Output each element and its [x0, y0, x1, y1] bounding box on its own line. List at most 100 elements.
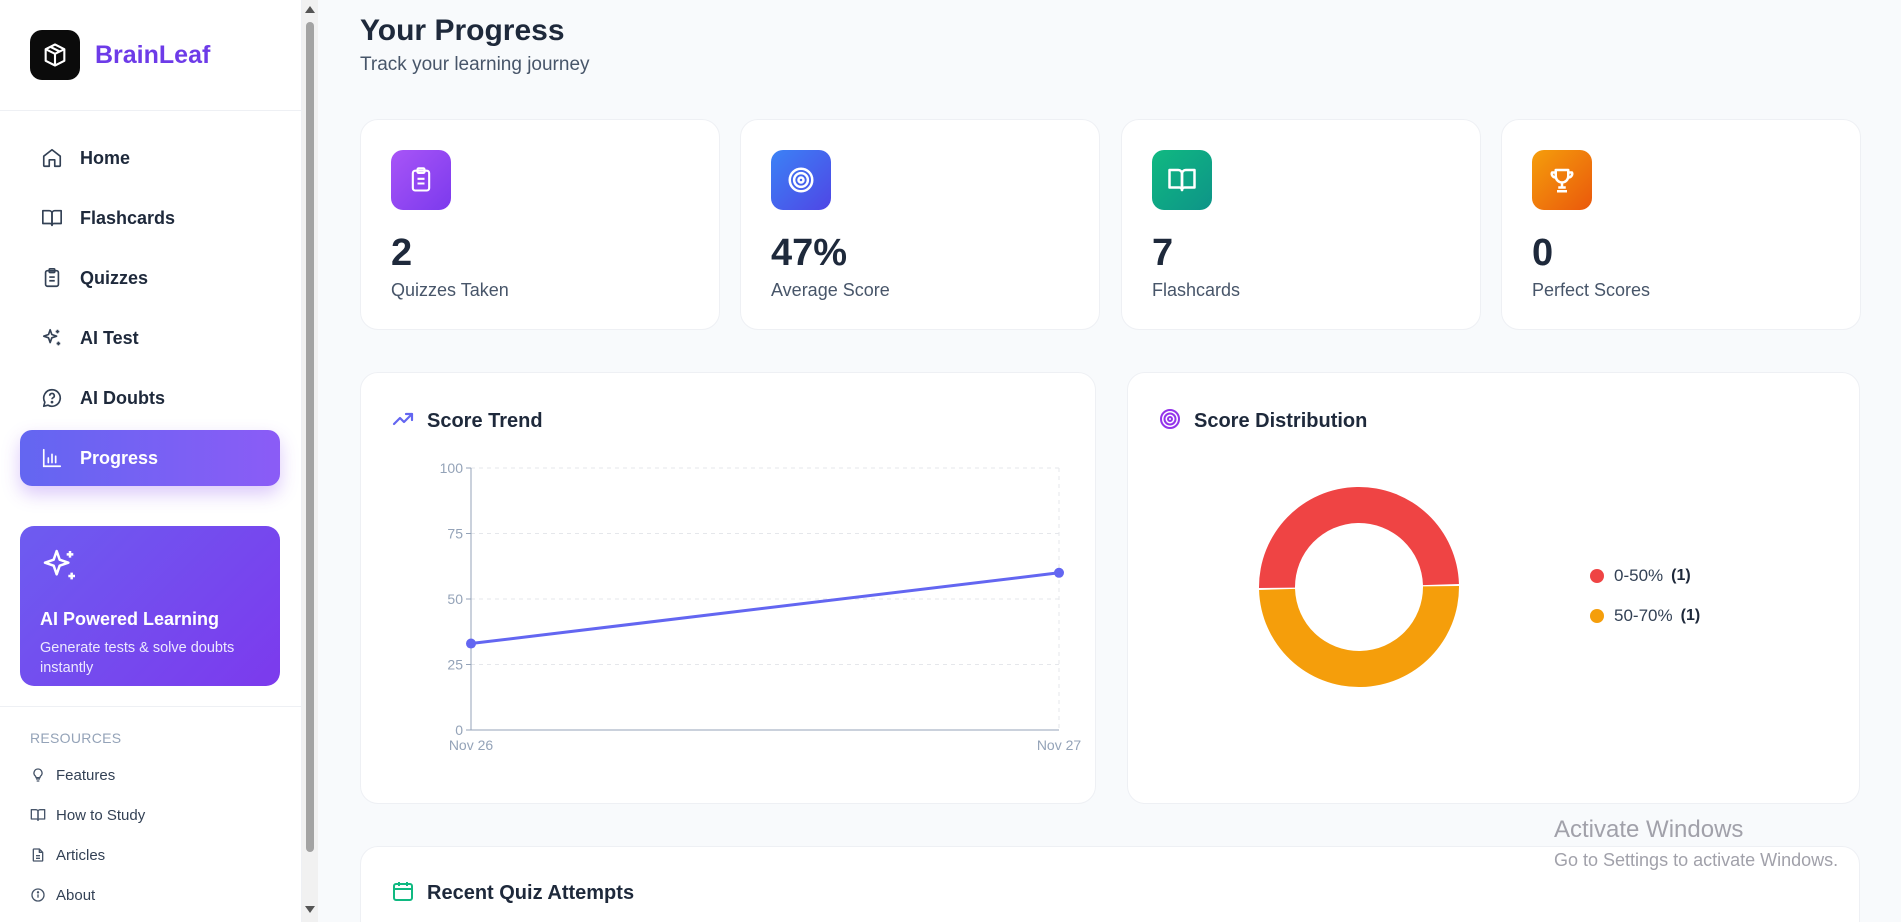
watermark-title: Activate Windows	[1554, 816, 1744, 843]
nav-item-label: Flashcards	[80, 207, 176, 228]
x-tick-label: Nov 26	[449, 737, 494, 753]
sidebar-scrollbar[interactable]	[302, 0, 318, 922]
legend-item[interactable]: 0-50% (1)	[1590, 556, 1700, 596]
target-icon	[1158, 407, 1182, 436]
score-distribution-chart	[1259, 487, 1459, 687]
calendar-icon	[391, 879, 415, 908]
nav-item-label: AI Test	[80, 327, 139, 348]
stat-label: Average Score	[771, 280, 890, 300]
y-tick-label: 75	[447, 526, 463, 542]
resource-link-articles[interactable]: Articles	[30, 835, 145, 875]
brand[interactable]: BrainLeaf	[30, 30, 210, 80]
stat-value: 47%	[771, 232, 848, 274]
stat-label: Quizzes Taken	[391, 280, 509, 300]
page-title: Your Progress	[360, 14, 565, 47]
lightbulb-icon	[30, 767, 46, 783]
stat-card-flashcards: 7 Flashcards	[1121, 119, 1481, 330]
document-icon	[30, 847, 46, 863]
target-icon	[771, 150, 831, 210]
series-line	[470, 571, 1060, 646]
stat-card-perfect-scores: 0 Perfect Scores	[1501, 119, 1861, 330]
watermark-subtitle: Go to Settings to activate Windows.	[1554, 850, 1839, 870]
windows-activation-watermark: Activate Windows Go to Settings to activ…	[1554, 816, 1838, 871]
score-trend-panel: Score Trend 0 25 50 75 100 Nov 26 Nov 27	[360, 372, 1096, 804]
page-subtitle: Track your learning journey	[360, 54, 590, 75]
stat-card-average-score: 47% Average Score	[740, 119, 1100, 330]
recent-attempts-panel: Recent Quiz Attempts	[360, 846, 1860, 922]
book-open-icon	[1152, 150, 1212, 210]
clipboard-icon	[391, 150, 451, 210]
nav-item-ai-test[interactable]: AI Test	[20, 310, 280, 366]
brand-name: BrainLeaf	[95, 40, 211, 69]
nav-item-label: Home	[80, 147, 131, 168]
main-nav: Home Flashcards Quizzes AI Test AI Doubt…	[20, 130, 280, 490]
nav-item-quizzes[interactable]: Quizzes	[20, 250, 280, 306]
stat-value: 0	[1532, 232, 1554, 274]
stat-value: 7	[1152, 232, 1174, 274]
divider	[0, 110, 302, 111]
score-distribution-panel: Score Distribution	[1127, 372, 1860, 804]
legend-item[interactable]: 50-70% (1)	[1590, 596, 1700, 636]
y-tick-label: 100	[440, 460, 464, 476]
legend-label: 0-50%	[1614, 566, 1664, 585]
stat-label: Perfect Scores	[1532, 280, 1651, 300]
resource-label: Articles	[56, 846, 106, 864]
bar-chart-icon	[40, 446, 64, 470]
data-point	[1054, 567, 1064, 578]
donut-slice	[1259, 586, 1459, 687]
nav-item-label: Progress	[80, 447, 159, 468]
panel-title: Score Trend	[427, 410, 543, 432]
y-tick-label: 0	[455, 722, 463, 738]
panel-title: Score Distribution	[1194, 410, 1368, 432]
stat-label: Flashcards	[1152, 280, 1241, 300]
legend-swatch	[1590, 609, 1604, 623]
legend-swatch	[1590, 569, 1604, 583]
resource-link-features[interactable]: Features	[30, 755, 145, 795]
home-icon	[40, 146, 64, 170]
nav-item-home[interactable]: Home	[20, 130, 280, 186]
stat-value: 2	[391, 232, 413, 274]
legend-label: 50-70%	[1614, 606, 1673, 625]
nav-item-progress[interactable]: Progress	[20, 430, 280, 486]
chart-legend: 0-50% (1) 50-70% (1)	[1590, 556, 1700, 636]
nav-item-flashcards[interactable]: Flashcards	[20, 190, 280, 246]
book-icon	[40, 206, 64, 230]
divider	[0, 706, 302, 707]
nav-item-label: AI Doubts	[80, 387, 165, 408]
resource-link-how-to-study[interactable]: How to Study	[30, 795, 145, 835]
resource-label: Features	[56, 766, 116, 784]
y-tick-label: 25	[447, 657, 463, 673]
score-trend-chart: 0 25 50 75 100 Nov 26 Nov 27	[440, 460, 1082, 753]
ai-promo-card[interactable]: AI Powered Learning Generate tests & sol…	[20, 526, 280, 686]
sparkles-icon	[40, 326, 64, 350]
promo-title: AI Powered Learning	[40, 609, 220, 629]
scroll-up-arrow-icon[interactable]	[305, 6, 315, 13]
sparkles-icon	[40, 549, 80, 590]
panel-header: Score Trend	[391, 407, 543, 436]
resource-label: How to Study	[56, 806, 146, 824]
trophy-icon	[1532, 150, 1592, 210]
data-point	[466, 638, 476, 649]
scroll-thumb[interactable]	[306, 22, 314, 852]
donut-slice	[1259, 487, 1459, 588]
legend-count: (1)	[1680, 607, 1701, 624]
y-tick-label: 50	[447, 591, 463, 607]
book-icon	[30, 807, 46, 823]
sidebar: BrainLeaf Home Flashcards Quizzes AI Tes…	[0, 0, 302, 922]
resource-link-about[interactable]: About	[30, 875, 145, 915]
scroll-down-arrow-icon[interactable]	[305, 906, 315, 913]
resources-list: Features How to Study Articles About	[30, 755, 145, 915]
stat-card-quizzes-taken: 2 Quizzes Taken	[360, 119, 720, 330]
nav-item-label: Quizzes	[80, 267, 149, 288]
chat-help-icon	[40, 386, 64, 410]
resources-heading: RESOURCES	[30, 730, 122, 746]
panel-title: Recent Quiz Attempts	[427, 882, 635, 904]
nav-item-ai-doubts[interactable]: AI Doubts	[20, 370, 280, 426]
panel-header: Recent Quiz Attempts	[391, 879, 634, 908]
panel-header: Score Distribution	[1158, 407, 1367, 436]
legend-count: (1)	[1671, 567, 1691, 584]
resource-label: About	[56, 886, 96, 904]
info-icon	[30, 887, 46, 903]
trending-up-icon	[391, 407, 415, 436]
promo-description: Generate tests & solve doubts instantly	[40, 640, 235, 676]
